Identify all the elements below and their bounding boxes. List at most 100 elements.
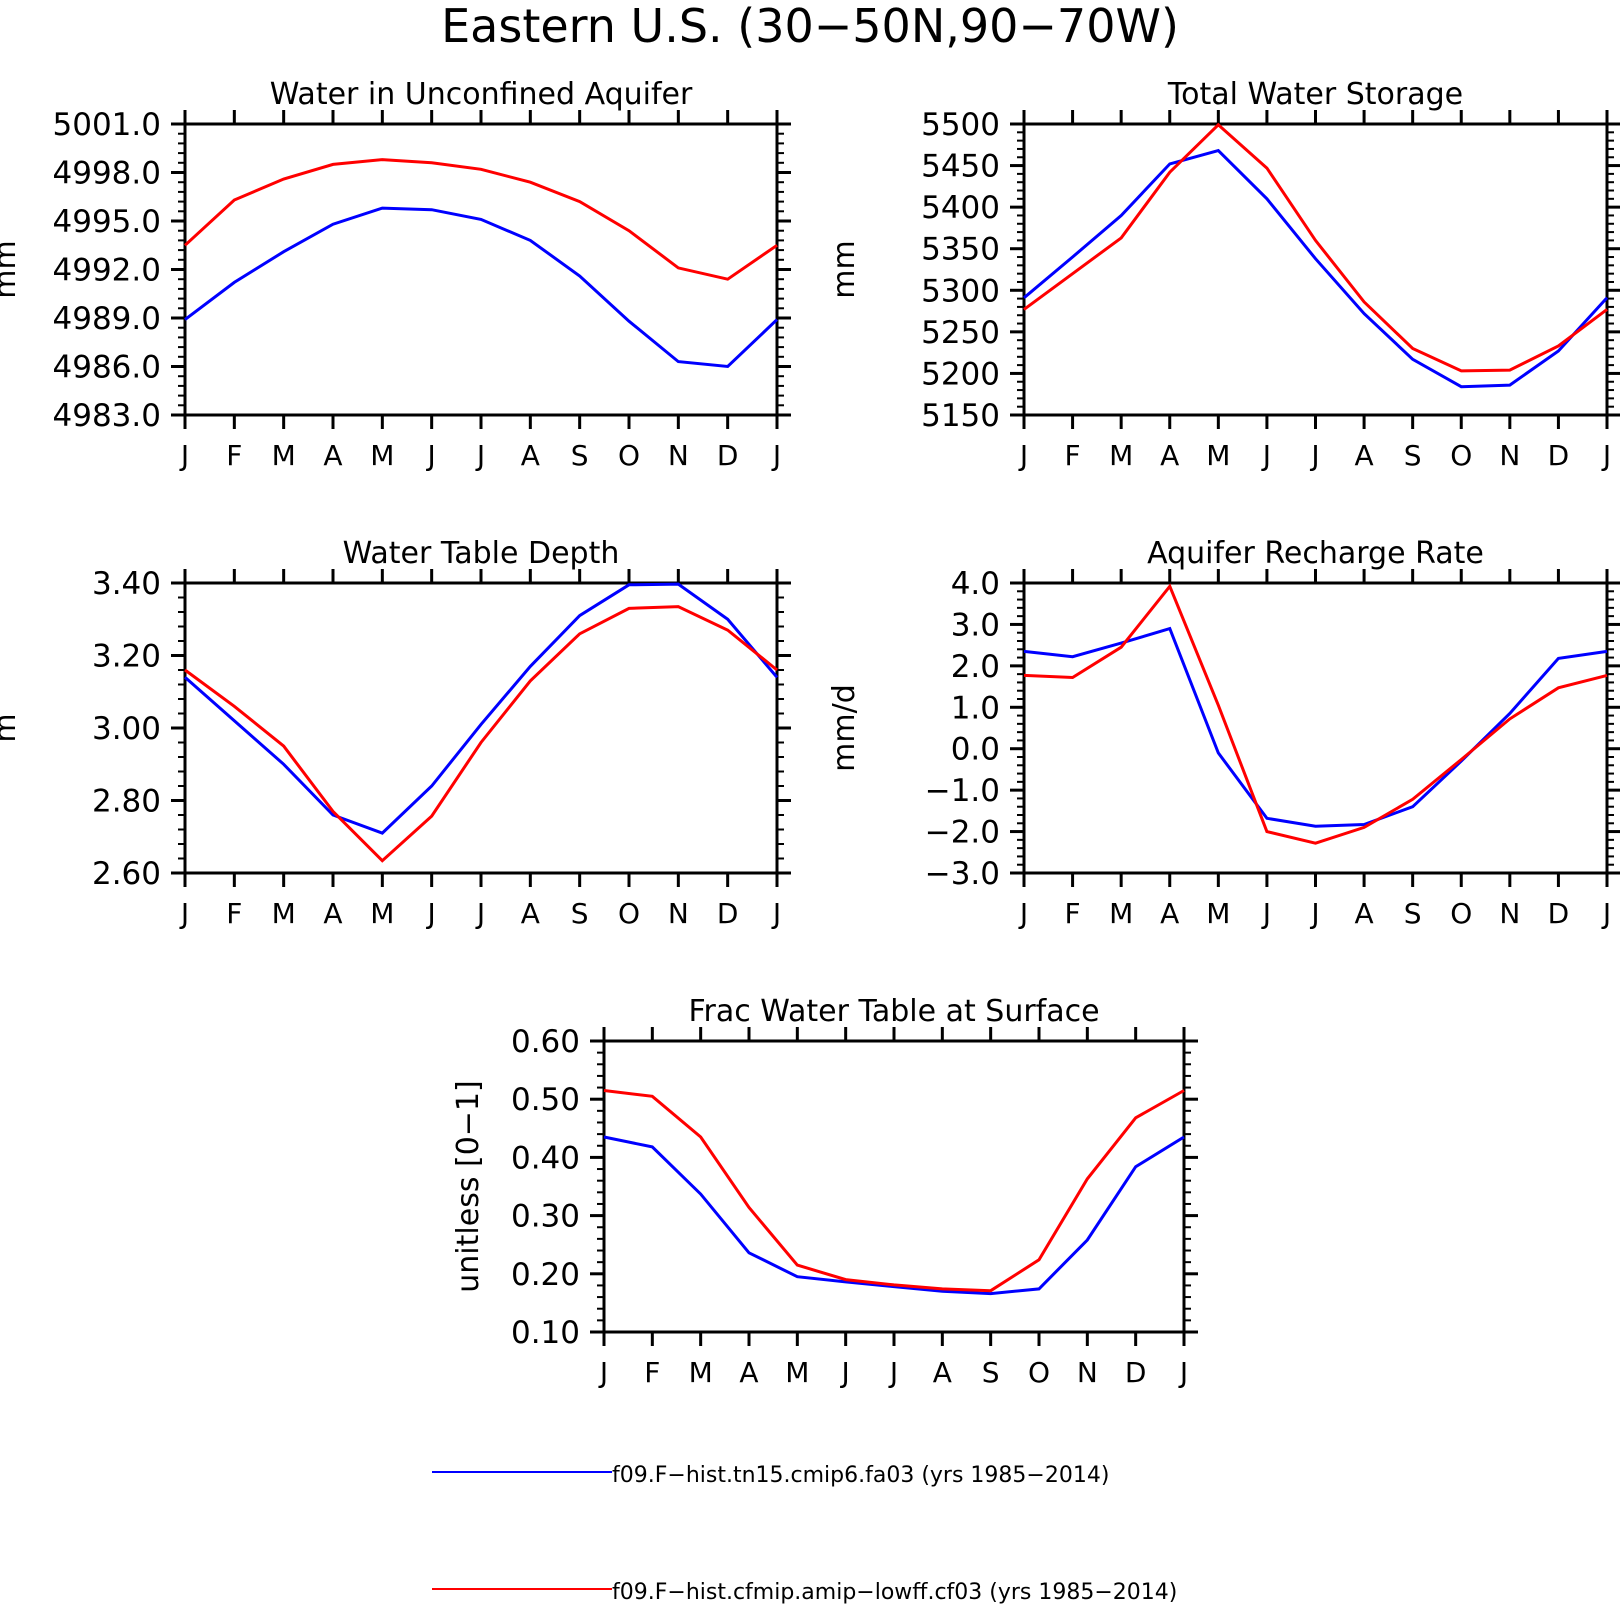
- y-tick-label: 5300: [921, 273, 1000, 309]
- x-tick-label: M: [272, 897, 296, 930]
- x-tick-label: J: [1018, 439, 1028, 472]
- y-tick-label: 4998.0: [53, 156, 161, 192]
- y-tick-label: −2.0: [925, 815, 1000, 851]
- x-tick-label: O: [1450, 439, 1472, 472]
- y-tick-label: 4986.0: [53, 350, 161, 386]
- y-tick-label: 5001.0: [53, 107, 161, 143]
- x-tick-label: J: [1018, 897, 1028, 930]
- x-tick-label: S: [571, 439, 589, 472]
- y-tick-label: 2.80: [92, 784, 161, 820]
- x-tick-label: J: [426, 897, 436, 930]
- x-tick-label: J: [598, 1356, 608, 1389]
- x-tick-label: A: [1355, 897, 1374, 930]
- x-tick-label: M: [785, 1356, 809, 1389]
- x-tick-label: M: [272, 439, 296, 472]
- figure-title: Eastern U.S. (30−50N,90−70W): [441, 0, 1179, 53]
- x-tick-label: S: [1404, 439, 1422, 472]
- panel-title: Aquifer Recharge Rate: [1147, 536, 1484, 571]
- y-tick-label: 4989.0: [53, 301, 161, 337]
- panel-title: Water in Unconfined Aquifer: [270, 77, 693, 112]
- plot-frame: [183, 581, 779, 875]
- y-axis-label: mm/d: [827, 684, 862, 772]
- y-tick-label: 0.50: [511, 1082, 580, 1118]
- x-tick-label: M: [370, 897, 394, 930]
- y-tick-label: 5450: [921, 149, 1000, 185]
- series-line-2: [1023, 583, 1608, 845]
- x-tick-label: M: [370, 439, 394, 472]
- y-tick-label: 0.40: [511, 1140, 580, 1176]
- x-tick-label: A: [739, 1356, 758, 1389]
- x-tick-label: J: [1261, 439, 1271, 472]
- series-line-1: [184, 582, 779, 835]
- x-tick-label: O: [1028, 1356, 1050, 1389]
- x-tick-label: A: [1160, 897, 1179, 930]
- x-tick-label: F: [1065, 897, 1081, 930]
- x-tick-label: D: [717, 897, 739, 930]
- x-tick-label: D: [1125, 1356, 1147, 1389]
- x-tick-label: S: [1404, 897, 1422, 930]
- x-tick-label: J: [426, 439, 436, 472]
- x-tick-label: J: [1601, 439, 1611, 472]
- x-tick-label: N: [668, 897, 689, 930]
- y-axis-label: mm: [0, 240, 23, 298]
- x-tick-label: J: [771, 897, 781, 930]
- x-tick-label: N: [1499, 439, 1520, 472]
- x-tick-label: F: [226, 897, 242, 930]
- x-tick-label: A: [323, 439, 342, 472]
- series-line-1: [603, 1135, 1185, 1296]
- plot-frame: [1022, 122, 1609, 417]
- x-tick-label: M: [1206, 439, 1230, 472]
- x-tick-label: J: [1309, 897, 1319, 930]
- y-axis-label: m: [0, 713, 23, 742]
- x-tick-label: N: [1499, 897, 1520, 930]
- y-tick-label: 0.60: [511, 1024, 580, 1060]
- x-tick-label: J: [771, 439, 781, 472]
- x-tick-label: D: [717, 439, 739, 472]
- legend-label: f09.F−hist.cfmip.amip−lowff.cf03 (yrs 19…: [612, 1580, 1177, 1604]
- x-tick-label: M: [1109, 439, 1133, 472]
- y-tick-label: 3.00: [92, 711, 161, 747]
- x-tick-label: J: [1261, 897, 1271, 930]
- y-tick-label: 3.40: [92, 566, 161, 602]
- y-tick-label: 4.0: [951, 566, 1000, 602]
- x-tick-label: A: [521, 897, 540, 930]
- y-tick-label: 0.10: [511, 1315, 580, 1351]
- y-tick-label: 3.0: [951, 607, 1000, 643]
- x-tick-label: M: [1206, 897, 1230, 930]
- plot-frame: [1022, 581, 1609, 875]
- y-tick-label: 3.20: [92, 639, 161, 675]
- y-tick-label: 1.0: [951, 690, 1000, 726]
- x-tick-label: N: [668, 439, 689, 472]
- y-tick-label: 2.60: [92, 856, 161, 892]
- y-tick-label: 5500: [921, 107, 1000, 143]
- x-tick-label: J: [179, 897, 189, 930]
- y-tick-label: 5400: [921, 190, 1000, 226]
- x-tick-label: O: [618, 897, 640, 930]
- x-tick-label: N: [1077, 1356, 1098, 1389]
- y-tick-label: 5350: [921, 232, 1000, 268]
- panel-title: Frac Water Table at Surface: [688, 994, 1099, 1029]
- x-tick-label: J: [888, 1356, 898, 1389]
- x-tick-label: S: [982, 1356, 1000, 1389]
- series-line-1: [1023, 626, 1608, 828]
- y-tick-label: 4992.0: [53, 253, 161, 289]
- y-tick-label: 0.20: [511, 1257, 580, 1293]
- y-tick-label: 5150: [921, 398, 1000, 434]
- series-line-2: [603, 1089, 1185, 1293]
- x-tick-label: S: [571, 897, 589, 930]
- series-line-1: [1023, 148, 1609, 389]
- x-tick-label: J: [1309, 439, 1319, 472]
- x-tick-label: A: [323, 897, 342, 930]
- y-tick-label: 5200: [921, 356, 1000, 392]
- x-tick-label: F: [1065, 439, 1081, 472]
- x-tick-label: J: [475, 439, 485, 472]
- series-line-2: [183, 158, 778, 281]
- panel-title: Water Table Depth: [343, 536, 620, 571]
- y-axis-label: unitless [0−1]: [451, 1080, 486, 1292]
